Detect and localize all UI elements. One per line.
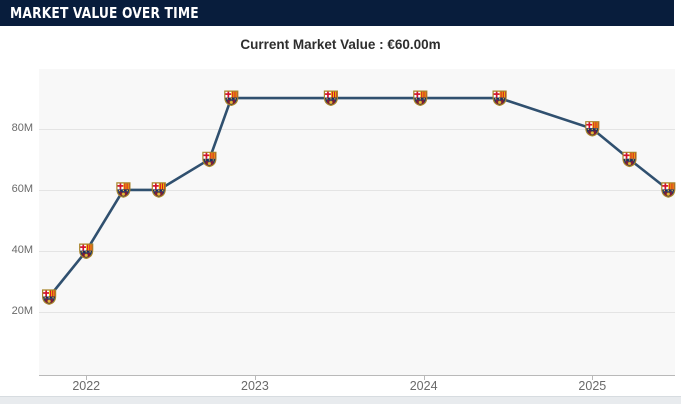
x-axis-tick: [86, 375, 88, 380]
x-axis-label: 2022: [72, 379, 101, 393]
x-axis-line: [39, 375, 675, 376]
gridline-80M: [39, 128, 675, 130]
x-axis-tick: [254, 375, 256, 380]
x-axis-label: 2024: [409, 379, 438, 393]
current-market-value-text: Current Market Value : €60.00m: [240, 37, 441, 52]
y-axis-label: 20M: [11, 305, 33, 318]
x-axis-tick: [592, 375, 594, 380]
y-axis-label: 40M: [11, 244, 33, 257]
x-axis-tick: [423, 375, 425, 380]
gridline-40M: [39, 251, 675, 253]
y-axis-label: 60M: [11, 182, 33, 195]
header-bar: MARKET VALUE OVER TIME: [0, 0, 674, 26]
x-axis-label: 2025: [578, 379, 607, 393]
page-title: MARKET VALUE OVER TIME: [10, 4, 199, 22]
y-axis-label: 80M: [11, 121, 33, 134]
gridline-60M: [39, 189, 675, 191]
x-axis-label: 2023: [241, 379, 269, 393]
gridline-20M: [39, 312, 675, 314]
chart-plot-area: [39, 69, 675, 375]
bottom-section-divider: [0, 396, 681, 404]
